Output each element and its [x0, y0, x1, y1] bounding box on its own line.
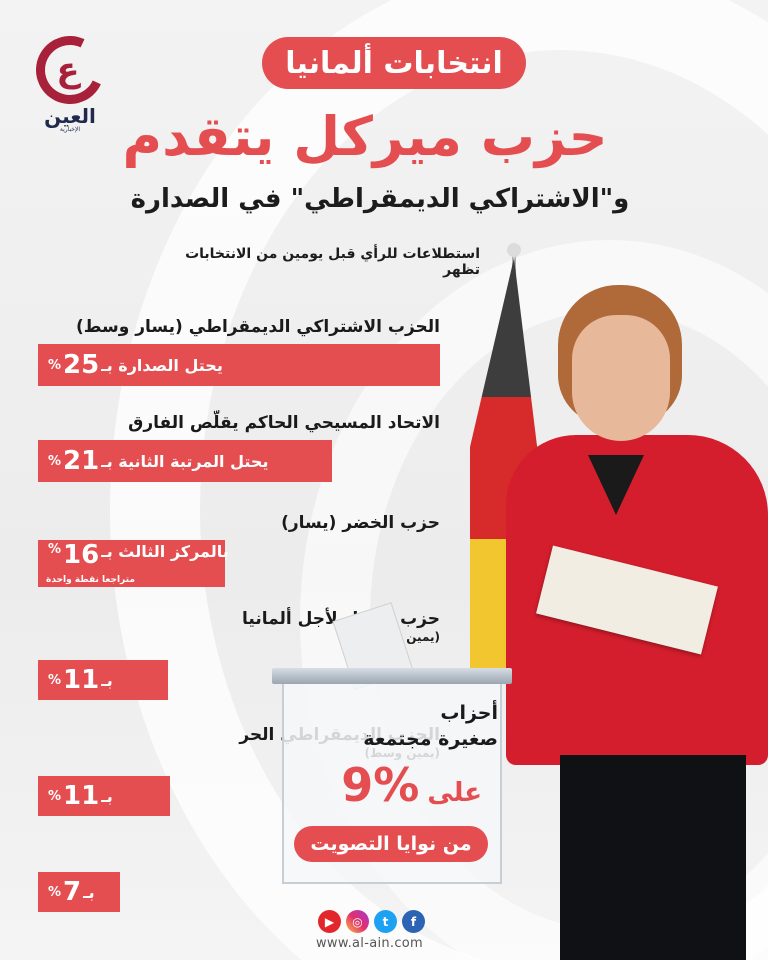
party-bar: يحتل المرتبة الثانية بـ 21 % — [38, 440, 332, 482]
small-parties-value: على 9% — [341, 758, 482, 812]
bar-label: بالمركز الثالث بـ — [101, 542, 229, 561]
instagram-icon[interactable]: ◎ — [346, 910, 369, 933]
small-parties-word: على — [427, 778, 482, 808]
bar-value: 7 — [63, 877, 82, 907]
party-bar: بـ 11 % — [38, 660, 168, 700]
portrait-photo — [480, 285, 768, 960]
party-row-cdu: الاتحاد المسيحي الحاكم يقلّص الفارق يحتل… — [30, 412, 440, 484]
small-parties-number: 9% — [341, 758, 420, 812]
headline: حزب ميركل يتقدم — [122, 105, 608, 168]
bar-label: يحتل المرتبة الثانية بـ — [101, 451, 269, 471]
portrait-trousers — [560, 755, 746, 960]
bar-percent: % — [48, 453, 62, 469]
party-name: حزب الخضر (يسار) — [281, 513, 440, 533]
bar-label: بـ — [101, 670, 113, 690]
bar-label: يحتل الصدارة بـ — [101, 355, 223, 375]
youtube-icon[interactable]: ▶ — [318, 910, 341, 933]
party-bar: يحتل الصدارة بـ 25 % — [38, 344, 440, 386]
ballot-box-lid — [272, 668, 512, 684]
bar-value: 16 — [63, 540, 100, 570]
bar-percent: % — [48, 788, 62, 804]
voting-intentions-pill: من نوايا التصويت — [294, 826, 488, 862]
bar-value: 11 — [63, 781, 100, 811]
bar-note: متراجعا نقطة واحدة — [46, 575, 135, 585]
party-bar: بـ 7 % — [38, 872, 120, 912]
small-parties-label-2: صغيرة مجتمعة — [363, 728, 498, 750]
bar-percent: % — [48, 357, 62, 373]
brand-name: العين — [44, 104, 96, 128]
website-url[interactable]: www.al-ain.com — [316, 936, 424, 951]
bar-value: 25 — [63, 350, 100, 380]
bar-label: بـ — [101, 786, 113, 806]
small-parties-label: أحزاب — [440, 702, 498, 724]
flag-pole-knob — [507, 243, 521, 257]
bar-percent: % — [48, 672, 62, 688]
subheadline: و"الاشتراكي الديمقراطي" في الصدارة — [130, 184, 630, 214]
twitter-icon[interactable]: t — [374, 910, 397, 933]
party-name: الاتحاد المسيحي الحاكم يقلّص الفارق — [128, 413, 440, 433]
party-bar: بـ 11 % — [38, 776, 170, 816]
party-row-spd: الحزب الاشتراكي الديمقراطي (يسار وسط) يح… — [30, 316, 440, 388]
intro-text: استطلاعات للرأي قبل يومين من الانتخابات … — [185, 246, 480, 278]
bar-value: 21 — [63, 446, 100, 476]
bar-percent: % — [48, 884, 62, 900]
logo-glyph: ع — [56, 50, 80, 90]
party-name: الحزب الاشتراكي الديمقراطي (يسار وسط) — [76, 317, 440, 337]
party-bar: بالمركز الثالث بـ 16 % متراجعا نقطة واحد… — [38, 540, 229, 587]
party-row-greens: حزب الخضر (يسار) بالمركز الثالث بـ 16 % … — [30, 512, 440, 588]
bar-value: 11 — [63, 665, 100, 695]
topic-tag: انتخابات ألمانيا — [262, 37, 526, 89]
brand-logo[interactable]: ع العين الإخبارية — [26, 26, 114, 133]
facebook-icon[interactable]: f — [402, 910, 425, 933]
bar-percent: % — [48, 542, 62, 557]
portrait-face — [572, 315, 670, 441]
brand-subtitle: الإخبارية — [59, 126, 81, 133]
ballot-box: أحزاب صغيرة مجتمعة على 9% من نوايا التصو… — [272, 600, 512, 905]
social-links: ▶ ◎ t f — [318, 910, 425, 933]
bar-label: بـ — [83, 882, 95, 902]
